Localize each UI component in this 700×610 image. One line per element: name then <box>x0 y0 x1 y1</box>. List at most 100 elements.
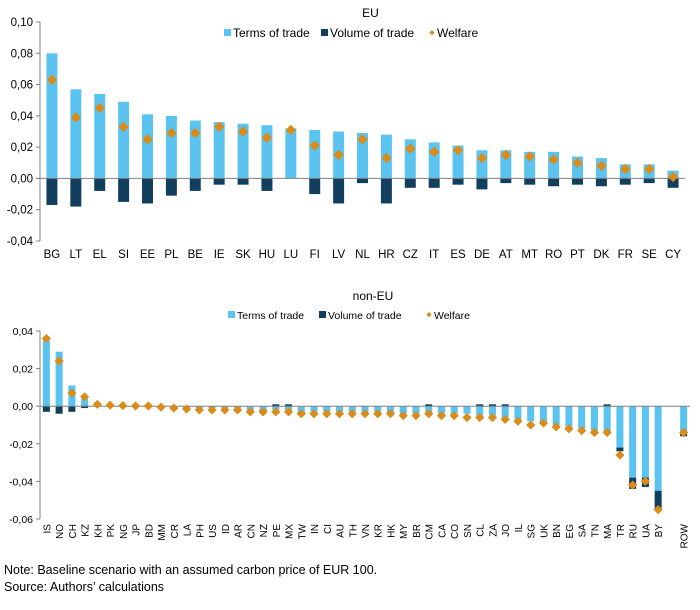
eu-welfare-marker <box>261 132 273 143</box>
noneu-welfare-marker <box>538 418 549 428</box>
noneu-category-label: PE <box>272 524 283 538</box>
noneu-category-label: NG <box>119 524 130 539</box>
noneu-welfare-marker <box>436 411 447 421</box>
eu-category-label: PL <box>164 249 179 261</box>
noneu-welfare-marker <box>500 414 510 424</box>
eu-welfare-marker <box>405 143 416 154</box>
noneu-welfare-marker <box>551 422 561 432</box>
noneu-category-label: BN <box>552 524 563 538</box>
eu-welfare-marker <box>118 121 129 133</box>
noneu-category-label: CA <box>437 524 448 538</box>
noneu-welfare-marker <box>67 388 77 398</box>
eu-welfare-marker <box>572 157 583 168</box>
eu-category-label: CY <box>665 249 681 261</box>
noneu-category-label: CM <box>425 524 436 540</box>
eu-terms-of-trade-bar <box>142 114 153 179</box>
noneu-category-label: US <box>208 524 219 538</box>
noneu-category-label: EG <box>565 524 576 539</box>
noneu-category-label: ROW <box>680 523 691 548</box>
eu-category-label: NL <box>355 249 370 261</box>
eu-terms-of-trade-bar <box>94 93 106 179</box>
noneu-volume-of-trade-bar <box>501 404 509 407</box>
noneu-welfare-marker <box>296 409 306 419</box>
noneu-terms-of-trade-bar <box>336 406 344 412</box>
eu-volume-of-trade-bar <box>142 178 153 204</box>
noneu-terms-of-trade-bar <box>437 406 445 414</box>
noneu-category-label: KZ <box>81 524 92 537</box>
noneu-terms-of-trade-bar <box>603 406 611 433</box>
figure: EU Terms of trade Volume of trade Welfare 0,… <box>7 6 691 548</box>
noneu-welfare-marker <box>194 405 204 415</box>
eu-legend-label-2: Welfare <box>437 26 478 40</box>
eu-volume-of-trade-bar <box>643 178 655 184</box>
eu-category-label: LT <box>70 249 83 261</box>
noneu-terms-of-trade-bar <box>565 406 573 427</box>
noneu-volume-of-trade-bar <box>55 406 63 414</box>
noneu-terms-of-trade-bar <box>552 406 560 425</box>
noneu-welfare-marker <box>628 480 638 490</box>
eu-legend-swatch-0 <box>224 29 231 36</box>
noneu-volume-of-trade-bar <box>68 406 76 412</box>
noneu-legend-label-1: Volume of trade <box>328 310 402 322</box>
noneu-terms-of-trade-bar <box>374 406 382 412</box>
eu-category-label: SI <box>118 249 129 261</box>
noneu-volume-of-trade-bar <box>42 406 50 412</box>
noneu-category-label: PH <box>195 524 206 538</box>
eu-volume-of-trade-bar <box>452 178 464 185</box>
eu-welfare-marker <box>500 149 512 161</box>
eu-y-tick-label: -0,02 <box>7 205 33 217</box>
noneu-welfare-marker <box>207 405 217 415</box>
noneu-welfare-marker <box>258 407 268 417</box>
noneu-category-label: HK <box>386 524 397 538</box>
eu-terms-of-trade-bar <box>46 53 58 179</box>
eu-volume-of-trade-bar <box>595 178 607 187</box>
eu-volume-of-trade-bar <box>524 178 536 185</box>
noneu-category-label: BD <box>144 524 155 538</box>
noneu-category-label: KH <box>93 524 104 538</box>
noneu-category-label: BY <box>654 524 665 538</box>
eu-volume-of-trade-bar <box>548 178 560 187</box>
eu-welfare-marker <box>357 134 368 145</box>
eu-welfare-marker <box>309 140 320 151</box>
noneu-terms-of-trade-bar <box>616 406 624 448</box>
noneu-y-tick-label: -0,04 <box>9 476 33 488</box>
noneu-terms-of-trade-bar <box>527 406 535 422</box>
noneu-category-label: IS <box>42 524 53 534</box>
eu-category-label: EL <box>93 249 108 261</box>
noneu-welfare-marker <box>385 409 396 419</box>
noneu-category-label: TW <box>297 523 308 539</box>
eu-terms-of-trade-bar <box>524 151 536 179</box>
noneu-terms-of-trade-bar <box>399 406 407 414</box>
noneu-volume-of-trade-bar <box>81 406 89 409</box>
noneu-terms-of-trade-bar <box>463 406 471 414</box>
eu-terms-of-trade-bar <box>357 133 368 179</box>
noneu-category-label: SA <box>578 524 589 538</box>
noneu-welfare-marker <box>169 403 179 413</box>
eu-terms-of-trade-bar <box>118 101 130 179</box>
eu-legend-swatch-2 <box>429 30 435 36</box>
noneu-welfare-marker <box>105 400 115 410</box>
noneu-welfare-marker <box>220 405 230 415</box>
eu-terms-of-trade-bar <box>452 145 464 179</box>
noneu-welfare-marker <box>411 411 421 421</box>
eu-welfare-marker <box>237 126 249 137</box>
eu-volume-of-trade-bar <box>70 178 82 207</box>
noneu-terms-of-trade-bar <box>323 406 331 412</box>
eu-volume-of-trade-bar <box>237 178 249 185</box>
eu-chart-title: EU <box>362 6 379 20</box>
noneu-category-label: NO <box>55 524 66 539</box>
noneu-terms-of-trade-bar <box>578 406 586 429</box>
noneu-welfare-marker <box>462 412 472 423</box>
noneu-welfare-marker <box>564 424 574 434</box>
noneu-terms-of-trade-bar <box>590 406 598 431</box>
eu-category-label: BG <box>44 249 61 261</box>
noneu-category-label: TN <box>590 524 601 537</box>
eu-y-tick-label: 0,00 <box>11 173 33 185</box>
eu-welfare-marker <box>142 134 153 145</box>
noneu-welfare-marker <box>232 405 243 415</box>
eu-category-label: HU <box>259 249 276 261</box>
noneu-terms-of-trade-bar <box>81 398 89 407</box>
noneu-terms-of-trade-bar <box>654 406 662 491</box>
noneu-terms-of-trade-bar <box>629 406 637 478</box>
noneu-welfare-marker <box>640 476 650 486</box>
